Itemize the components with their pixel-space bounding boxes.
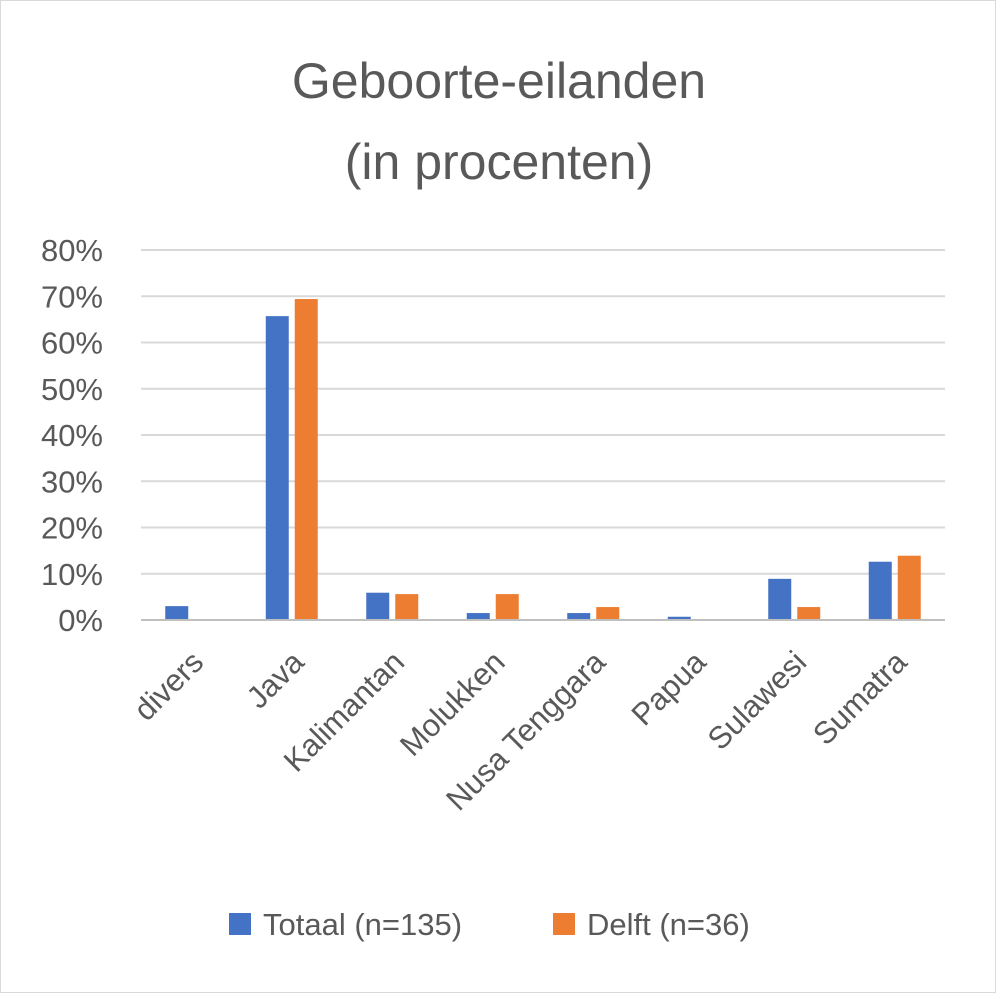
y-tick-label: 0% xyxy=(58,603,103,638)
y-tick-label: 20% xyxy=(41,511,103,546)
chart-title-line-2: (in procenten) xyxy=(345,134,654,190)
y-tick-label: 80% xyxy=(41,233,103,268)
bar-delft-molukken xyxy=(495,594,519,620)
bar-totaal-molukken xyxy=(466,613,490,620)
x-category-label: divers xyxy=(127,644,210,727)
bar-delft-sumatra xyxy=(897,555,921,620)
x-category-label: Papua xyxy=(625,644,714,733)
legend-label: Totaal (n=135) xyxy=(263,907,462,942)
chart-title: Geboorte-eilanden (in procenten) xyxy=(292,53,706,190)
y-tick-label: 70% xyxy=(41,279,103,314)
legend-swatch xyxy=(553,913,575,935)
bar-totaal-kalimantan xyxy=(366,592,390,620)
legend-label: Delft (n=36) xyxy=(587,907,750,942)
y-tick-label: 30% xyxy=(41,464,103,499)
bar-totaal-divers xyxy=(165,606,189,620)
legend-swatch xyxy=(229,913,251,935)
bar-delft-java xyxy=(294,299,318,620)
y-axis-tick-labels: 0% 10% 20% 30% 40% 50% 60% 70% 80% xyxy=(41,233,103,638)
bars xyxy=(165,299,921,620)
gridlines xyxy=(141,249,945,575)
bar-delft-nusa-tenggara xyxy=(596,607,620,620)
x-category-label: Java xyxy=(240,644,312,716)
bar-delft-kalimantan xyxy=(395,594,419,620)
bar-delft-sulawesi xyxy=(797,607,821,620)
bar-totaal-sumatra xyxy=(868,561,892,620)
y-tick-label: 60% xyxy=(41,326,103,361)
bar-totaal-java xyxy=(265,316,289,620)
bar-totaal-nusa-tenggara xyxy=(567,613,591,620)
y-tick-label: 50% xyxy=(41,372,103,407)
bar-totaal-sulawesi xyxy=(768,578,792,620)
bar-totaal-papua xyxy=(667,616,691,620)
y-tick-label: 10% xyxy=(41,557,103,592)
x-category-label: Sumatra xyxy=(806,644,914,752)
y-tick-label: 40% xyxy=(41,418,103,453)
chart-title-line-1: Geboorte-eilanden xyxy=(292,53,706,109)
legend: Totaal (n=135) Delft (n=36) xyxy=(229,907,750,942)
x-category-label: Sulawesi xyxy=(701,644,813,756)
